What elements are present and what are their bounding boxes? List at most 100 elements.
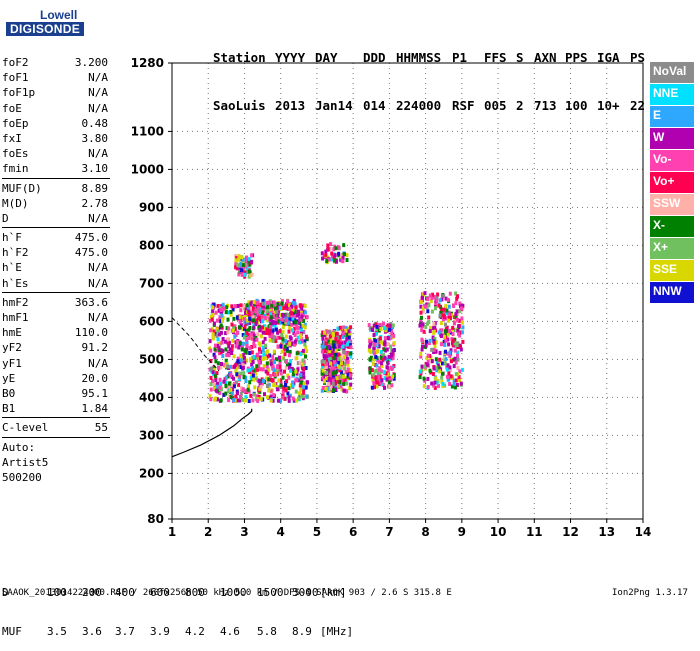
echo-point <box>388 384 392 389</box>
echo-point <box>422 384 426 389</box>
echo-point <box>454 312 458 316</box>
echo-point <box>419 318 423 323</box>
echo-point <box>432 366 436 371</box>
echo-point <box>257 309 261 314</box>
echo-point <box>304 385 308 390</box>
echo-point <box>274 339 278 344</box>
echo-point <box>254 312 258 317</box>
echo-point <box>423 291 427 296</box>
y-tick-label: 900 <box>139 200 164 214</box>
param-row-foep: foEp 0.48 <box>2 116 166 131</box>
echo-point <box>446 363 450 368</box>
echo-point <box>334 370 338 375</box>
echo-point <box>241 263 245 268</box>
echo-point <box>377 375 380 380</box>
echo-point <box>211 308 215 313</box>
echo-point <box>216 329 220 334</box>
echo-point <box>276 344 280 349</box>
echo-point <box>272 300 276 305</box>
param-value: 2.78 <box>81 196 109 210</box>
echo-point <box>334 359 338 364</box>
echo-point <box>383 336 387 341</box>
echo-point <box>373 385 376 390</box>
echo-point <box>420 347 424 352</box>
echo-point <box>230 304 234 309</box>
echo-point <box>284 302 288 307</box>
echo-point <box>345 381 349 386</box>
echo-point <box>340 258 344 263</box>
echo-point <box>254 376 258 381</box>
echo-point <box>344 326 348 331</box>
echo-point <box>250 311 254 316</box>
echo-point <box>379 350 383 354</box>
echo-point <box>390 367 394 371</box>
echo-point <box>298 340 302 345</box>
param-separator <box>2 417 110 419</box>
echo-point <box>291 341 295 346</box>
echo-point <box>239 323 243 328</box>
param-row-hmf1: hmF1 N/A <box>2 310 166 325</box>
echo-point <box>231 307 235 312</box>
echo-point <box>452 378 456 383</box>
echo-point <box>435 380 439 385</box>
profile-extrapolation <box>172 317 220 372</box>
footer-value: 200 <box>82 586 102 599</box>
echo-point <box>227 389 231 394</box>
echo-point <box>347 326 351 331</box>
legend-nne: NNE <box>650 84 694 105</box>
echo-point <box>216 361 220 366</box>
echo-point <box>430 381 434 386</box>
echo-point <box>217 351 221 356</box>
echo-point <box>379 369 383 374</box>
echo-point <box>444 357 448 362</box>
echo-point <box>243 272 247 277</box>
echo-point <box>370 340 374 345</box>
echo-point <box>329 371 333 376</box>
echo-point <box>384 371 388 376</box>
echo-point <box>284 359 288 364</box>
echo-point <box>252 377 256 382</box>
echo-point <box>328 352 332 357</box>
echo-point <box>428 329 432 334</box>
echo-point <box>338 337 342 342</box>
echo-point <box>320 359 324 364</box>
echo-point <box>227 344 231 349</box>
echo-point <box>261 367 265 372</box>
echo-point <box>453 337 457 342</box>
echo-point <box>279 368 283 373</box>
echo-point <box>328 334 332 339</box>
echo-point <box>232 376 235 381</box>
echo-point <box>368 339 372 344</box>
echo-point <box>257 341 261 346</box>
echo-point <box>284 318 288 323</box>
echo-point <box>223 339 227 344</box>
echo-point <box>235 330 239 335</box>
echo-point <box>252 355 256 359</box>
echo-point <box>256 367 259 372</box>
echo-point <box>429 299 433 304</box>
echo-point <box>305 349 309 354</box>
echo-point <box>240 386 243 391</box>
echo-point <box>250 272 254 277</box>
echo-point <box>278 306 282 311</box>
param-row-ye: yE 20.0 <box>2 371 166 386</box>
echo-point <box>337 251 341 256</box>
echo-point <box>262 324 266 329</box>
echo-point <box>383 355 387 360</box>
param-row-d: D N/A <box>2 211 166 226</box>
echo-point <box>379 380 383 385</box>
echo-point <box>276 305 280 310</box>
electron-density-profile <box>172 408 253 458</box>
echo-point <box>433 385 437 390</box>
echo-point <box>296 367 300 372</box>
echo-point <box>299 387 303 392</box>
echo-point <box>250 253 254 258</box>
echo-point <box>276 335 280 340</box>
echo-point <box>460 316 464 321</box>
echo-point <box>386 372 390 377</box>
echo-point <box>239 268 243 273</box>
echo-point <box>430 296 434 301</box>
echo-point <box>243 360 247 365</box>
echo-point <box>248 346 252 351</box>
echo-point <box>262 326 266 331</box>
